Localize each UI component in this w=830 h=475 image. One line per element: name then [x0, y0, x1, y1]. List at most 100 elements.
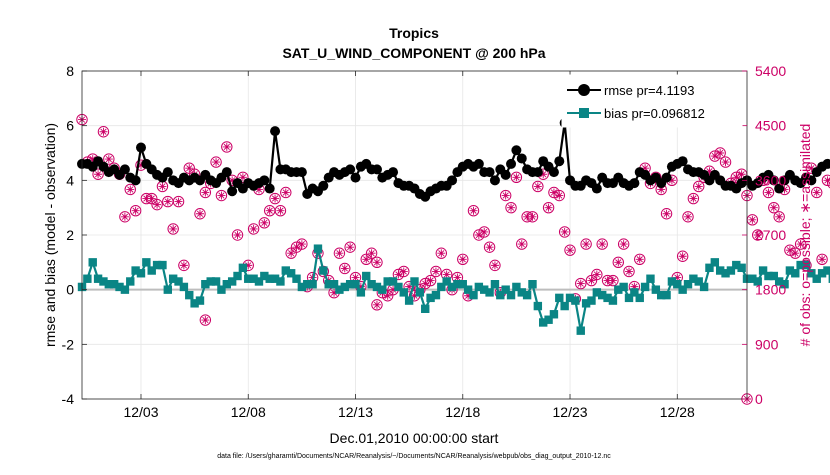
obs-point [483, 241, 496, 253]
bias-point [404, 296, 414, 305]
obs-point-star [99, 127, 108, 136]
obs-point-circle [483, 241, 496, 253]
obs-point-star [249, 224, 258, 233]
bias-point [115, 282, 124, 292]
bias-point [190, 299, 199, 308]
bias-point [522, 290, 532, 300]
bias-point [587, 296, 596, 305]
bias-point [646, 274, 655, 283]
obs-point-star [587, 276, 596, 285]
y-tick-label-left: 0 [66, 282, 74, 298]
obs-point [199, 186, 212, 199]
bias-point [233, 271, 242, 281]
bias-point [635, 293, 644, 303]
obs-point [398, 265, 410, 278]
y-tick-label-right: 1800 [755, 282, 786, 298]
chart-subtitle: SAT_U_WIND_COMPONENT @ 200 hPa [282, 45, 545, 61]
bias-point [260, 271, 269, 281]
obs-point [719, 156, 732, 168]
obs-point-circle [821, 174, 830, 187]
obs-point-circle [457, 253, 469, 265]
rmse-point [484, 167, 495, 178]
bias-point [683, 280, 693, 289]
obs-point-star [389, 285, 398, 294]
obs-point-star [566, 246, 575, 255]
obs-point-star [775, 212, 784, 221]
obs-point [794, 238, 807, 250]
y-tick-label-right: 5400 [755, 63, 786, 79]
bias-point [640, 282, 650, 292]
obs-point-circle [634, 253, 646, 265]
bias-point [329, 280, 339, 289]
obs-point-star [254, 185, 263, 194]
obs-point-star [705, 167, 714, 176]
obs-point [371, 299, 383, 311]
obs-point-circle [596, 238, 608, 250]
bias-point [356, 288, 366, 297]
bias-point [823, 266, 830, 275]
rmse-point [500, 169, 511, 180]
obs-point-star [163, 197, 172, 206]
obs-point-circle [580, 238, 592, 250]
obs-point-circle [762, 186, 775, 199]
obs-point-circle [489, 259, 501, 272]
bias-point [694, 277, 703, 286]
bias-point [506, 290, 516, 300]
bias-point [774, 277, 784, 286]
obs-point-star [158, 182, 167, 191]
rmse-point [371, 164, 382, 175]
bias-point [270, 274, 280, 283]
obs-point-star [153, 200, 162, 209]
bias-point [286, 269, 296, 278]
obs-point-circle [827, 178, 830, 189]
obs-point-circle [676, 250, 689, 262]
obs-point-star [625, 267, 634, 276]
bias-point [351, 280, 360, 289]
obs-point-circle [424, 274, 437, 287]
obs-point-star [351, 273, 360, 282]
rmse-point [221, 167, 232, 178]
bias-point [624, 293, 634, 303]
obs-point-circle [172, 195, 185, 208]
obs-point [371, 256, 383, 269]
obs-point-star [539, 170, 548, 179]
obs-point-circle [199, 186, 212, 199]
obs-point-star [372, 300, 381, 309]
obs-point-star [201, 188, 210, 197]
bias-point [421, 304, 430, 313]
bias-point [651, 285, 661, 294]
bias-point [732, 260, 741, 270]
rmse-series [77, 117, 830, 202]
obs-point-circle [403, 280, 415, 293]
bias-point [463, 285, 473, 294]
bias-point [131, 266, 140, 275]
bias-point [619, 282, 628, 292]
rmse-point [554, 156, 565, 167]
obs-point [172, 195, 185, 208]
obs-point-circle [215, 189, 228, 202]
legend-rmse-marker [578, 84, 590, 96]
bias-point [324, 280, 333, 289]
obs-point-star [276, 206, 285, 215]
bias-point [458, 280, 467, 289]
obs-point-star [372, 258, 381, 267]
obs-point-star [469, 206, 478, 215]
obs-point-star [212, 158, 221, 167]
obs-point [553, 189, 565, 202]
bias-point [292, 274, 301, 283]
obs-point-circle [103, 153, 115, 165]
legend-bias-label: bias pr=0.096812 [604, 106, 705, 121]
bias-point [753, 277, 762, 286]
obs-point-star [431, 267, 440, 276]
obs-point [167, 223, 179, 235]
bias-point [335, 285, 344, 294]
bias-point [158, 260, 167, 270]
bias-point [238, 263, 248, 272]
bias-point [705, 263, 714, 272]
obs-point-star [764, 188, 773, 197]
obs-point-star [780, 185, 789, 194]
obs-point-star [367, 249, 376, 258]
bias-point [764, 271, 773, 281]
obs-point-circle [280, 186, 292, 199]
obs-point-circle [505, 201, 517, 214]
